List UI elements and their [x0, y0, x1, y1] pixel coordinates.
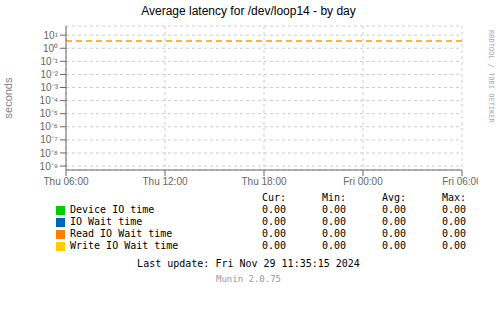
svg-text:10¹: 10¹ — [44, 30, 59, 41]
html-text:0.00: 0.00 — [261, 216, 286, 227]
html-text:0.00: 0.00 — [261, 228, 286, 239]
html-text:0.00: 0.00 — [381, 204, 406, 215]
html-text:0.00: 0.00 — [381, 240, 406, 251]
html-text:0.00: 0.00 — [261, 204, 286, 215]
svg-text:10⁻⁷: 10⁻⁷ — [40, 134, 58, 145]
html-text:Avg:: Avg: — [381, 192, 406, 203]
svg-text:10⁻³: 10⁻³ — [41, 82, 59, 93]
html-text:0.00: 0.00 — [441, 228, 466, 239]
html-text:RRDTOOL / TOBI OETIKER: RRDTOOL / TOBI OETIKER — [487, 30, 495, 123]
html-text:0.00: 0.00 — [321, 228, 346, 239]
svg-text:10⁰: 10⁰ — [43, 43, 58, 54]
svg-text:10⁻⁵: 10⁻⁵ — [40, 108, 58, 119]
html-text:0.00: 0.00 — [321, 240, 346, 251]
html-text:Cur:: Cur: — [261, 192, 286, 203]
html-text:0.00: 0.00 — [321, 216, 346, 227]
html-text:0.00: 0.00 — [441, 216, 466, 227]
svg-text:Thu 12:00: Thu 12:00 — [142, 176, 187, 187]
html-text:0.00: 0.00 — [441, 204, 466, 215]
svg-text:10⁻⁸: 10⁻⁸ — [40, 148, 58, 159]
svg-text:10⁻⁹: 10⁻⁹ — [40, 161, 58, 172]
html-text:Min:: Min: — [321, 192, 346, 203]
svg-text:seconds: seconds — [2, 77, 14, 118]
svg-text:10⁻⁶: 10⁻⁶ — [40, 121, 58, 132]
svg-text:Thu 18:00: Thu 18:00 — [241, 176, 286, 187]
html-text:Last update: Fri Nov 29 11:35:: Last update: Fri Nov 29 11:35:15 2024 — [137, 258, 360, 269]
svg-text:10⁻²: 10⁻² — [41, 69, 59, 80]
html-text:0.00: 0.00 — [261, 240, 286, 251]
html-text:Device IO time: Device IO time — [70, 204, 155, 215]
html-text:Max:: Max: — [441, 192, 466, 203]
html-text:0.00: 0.00 — [381, 228, 406, 239]
html-text:Read IO Wait time: Read IO Wait time — [70, 228, 173, 239]
html-text:Write IO Wait time: Write IO Wait time — [70, 240, 179, 251]
html-text:0.00: 0.00 — [381, 216, 406, 227]
svg-text:Fri 06:00: Fri 06:00 — [442, 176, 478, 187]
svg-text:Fri 00:00: Fri 00:00 — [343, 176, 383, 187]
html-text:0.00: 0.00 — [441, 240, 466, 251]
svg-text:10⁻¹: 10⁻¹ — [41, 56, 59, 67]
svg-text:10⁻⁴: 10⁻⁴ — [40, 95, 58, 106]
html-text:IO Wait time: IO Wait time — [70, 216, 143, 227]
html-text:Munin 2.0.75: Munin 2.0.75 — [216, 274, 281, 284]
html-text:0.00: 0.00 — [321, 204, 346, 215]
svg-text:Thu 06:00: Thu 06:00 — [43, 176, 88, 187]
html-text:Average latency for /dev/loop1: Average latency for /dev/loop14 - by day — [141, 4, 356, 18]
